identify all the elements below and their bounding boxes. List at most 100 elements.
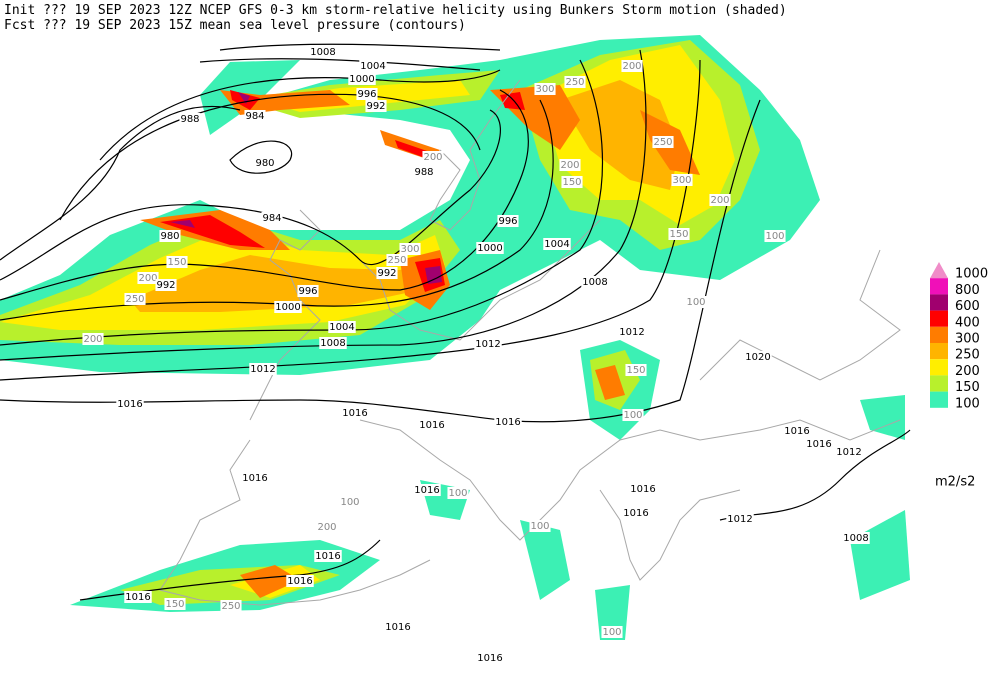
legend-swatch <box>930 391 948 408</box>
label-background <box>241 472 269 484</box>
isobar-label: 1004 <box>329 322 354 333</box>
label-background <box>529 520 551 532</box>
isobar-label: 1016 <box>385 622 410 633</box>
label-background <box>166 256 188 268</box>
coastlines <box>159 79 901 606</box>
helicity-label: 200 <box>83 334 102 345</box>
legend-label: 150 <box>955 380 980 395</box>
label-background <box>476 242 504 254</box>
isobar-label: 1012 <box>619 327 644 338</box>
header-line: Init ??? 19 SEP 2023 12Z NCEP GFS 0-3 km… <box>4 3 787 18</box>
isobar-label: 1000 <box>477 243 502 254</box>
header-line: Fcst ??? 19 SEP 2023 15Z mean sea level … <box>4 18 466 33</box>
label-background <box>622 507 650 519</box>
isobar-label: 1008 <box>582 277 607 288</box>
label-background <box>581 276 609 288</box>
isobar-label: 992 <box>156 280 175 291</box>
helicity-label: 250 <box>565 77 584 88</box>
helicity-label: 100 <box>686 297 705 308</box>
legend-swatch <box>930 278 948 295</box>
label-background <box>319 337 347 349</box>
legend-swatch <box>930 326 948 343</box>
helicity-label: 150 <box>165 599 184 610</box>
isobar-label: 984 <box>262 213 281 224</box>
label-background <box>116 398 144 410</box>
isobar-label: 1016 <box>806 439 831 450</box>
label-background <box>447 487 469 499</box>
label-background <box>159 230 181 242</box>
isobar-label: 1016 <box>287 576 312 587</box>
isobar-label: 1016 <box>414 485 439 496</box>
helicity-label: 250 <box>221 601 240 612</box>
label-background <box>618 326 646 338</box>
legend-swatch <box>930 343 948 360</box>
isobar-label: 1012 <box>727 514 752 525</box>
label-background <box>82 333 104 345</box>
label-background <box>314 550 342 562</box>
label-background <box>668 228 690 240</box>
helicity-label: 100 <box>530 521 549 532</box>
isobar-label: 1012 <box>475 339 500 350</box>
label-background <box>137 272 159 284</box>
helicity-label: 200 <box>317 522 336 533</box>
label-background <box>309 46 337 58</box>
helicity-label: 150 <box>626 365 645 376</box>
label-background <box>835 446 863 458</box>
label-background <box>348 73 376 85</box>
helicity-label: 100 <box>765 231 784 242</box>
label-background <box>561 176 583 188</box>
label-background <box>474 338 502 350</box>
helicity-label: 200 <box>138 273 157 284</box>
legend-label: 400 <box>955 315 980 330</box>
label-background <box>783 425 811 437</box>
label-background <box>422 151 444 163</box>
label-background <box>805 438 833 450</box>
helicity-label: 100 <box>448 488 467 499</box>
label-background <box>413 484 441 496</box>
label-background <box>601 626 623 638</box>
label-background <box>625 364 647 376</box>
legend-label: 100 <box>955 396 980 411</box>
isobar-label: 1020 <box>745 352 770 363</box>
label-background <box>297 285 319 297</box>
isobar-label: 1016 <box>495 417 520 428</box>
isobar-label: 1012 <box>250 364 275 375</box>
label-background <box>356 88 378 100</box>
helicity-label: 150 <box>562 177 581 188</box>
isobar-label: 1008 <box>843 533 868 544</box>
isobar-label: 996 <box>498 216 517 227</box>
isobar-label: 988 <box>180 114 199 125</box>
label-background <box>764 230 786 242</box>
helicity-label: 150 <box>669 229 688 240</box>
helicity-label: 100 <box>340 497 359 508</box>
isobar-label: 980 <box>255 158 274 169</box>
label-background <box>726 513 754 525</box>
isobar-label: 1016 <box>342 408 367 419</box>
label-background <box>359 60 387 72</box>
label-background <box>559 159 581 171</box>
helicity-label: 100 <box>602 627 621 638</box>
label-background <box>497 215 519 227</box>
label-background <box>179 113 201 125</box>
isobar-label: 1016 <box>623 508 648 519</box>
legend-label: 1000 <box>955 267 988 282</box>
isobar-label: 1004 <box>360 61 385 72</box>
isobar-label: 996 <box>298 286 317 297</box>
legend-label: 250 <box>955 348 980 363</box>
legend-swatch <box>930 310 948 327</box>
helicity-label: 200 <box>560 160 579 171</box>
label-background <box>413 166 435 178</box>
helicity-label: 200 <box>622 61 641 72</box>
label-background <box>155 279 177 291</box>
label-background <box>629 483 657 495</box>
legend-label: 800 <box>955 283 980 298</box>
helicity-label: 300 <box>535 84 554 95</box>
helicity-label: 250 <box>387 255 406 266</box>
label-background <box>494 416 522 428</box>
label-background <box>376 267 398 279</box>
isobar-label: 996 <box>357 89 376 100</box>
